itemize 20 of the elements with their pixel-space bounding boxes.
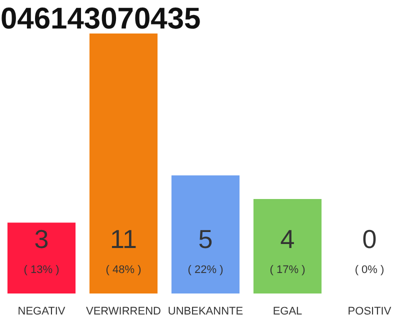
annotation: ( 22% ) bbox=[188, 264, 224, 276]
x-tick-label: VERWIRREND bbox=[86, 306, 162, 318]
annotation: ( 17% ) bbox=[270, 264, 306, 276]
x-tick-label: UNBEKANNTE bbox=[168, 306, 244, 318]
x-tick-label: POSITIV bbox=[348, 306, 392, 318]
data-label: 11 bbox=[110, 224, 138, 254]
data-label: 4 bbox=[280, 224, 295, 254]
bar bbox=[7, 222, 76, 294]
annotation: ( 13% ) bbox=[24, 264, 60, 276]
x-tick-label: EGAL bbox=[272, 306, 302, 318]
data-label: 0 bbox=[362, 224, 377, 254]
x-tick-label: NEGATIV bbox=[18, 306, 66, 318]
annotation: ( 0% ) bbox=[354, 264, 384, 276]
bar bbox=[89, 34, 158, 294]
bar bbox=[171, 175, 240, 294]
data-label: 3 bbox=[34, 224, 49, 254]
data-label: 5 bbox=[198, 224, 213, 254]
annotation: ( 48% ) bbox=[106, 264, 142, 276]
bar bbox=[253, 198, 322, 294]
chart-title: 046143070435 bbox=[0, 2, 201, 36]
